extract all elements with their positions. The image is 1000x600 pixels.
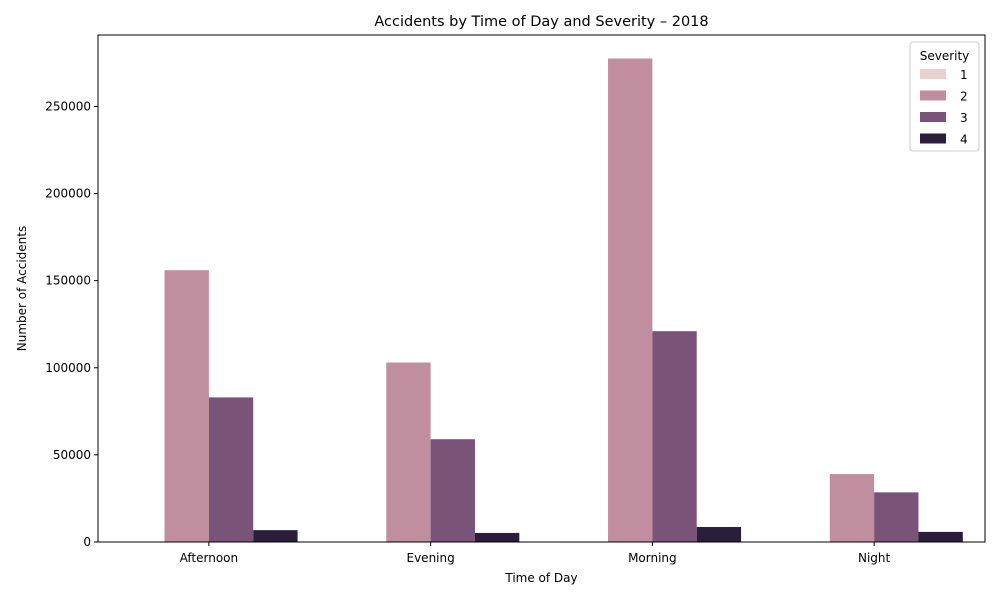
x-tick-label: Morning bbox=[628, 551, 677, 565]
y-tick-label: 50000 bbox=[53, 448, 91, 462]
bar-afternoon-severity-4 bbox=[253, 530, 298, 542]
bar-afternoon-severity-3 bbox=[208, 397, 254, 542]
y-axis-label: Number of Accidents bbox=[15, 226, 29, 352]
legend-swatch-4 bbox=[920, 133, 946, 144]
bar-night-severity-4 bbox=[918, 531, 963, 542]
legend-label-2: 2 bbox=[960, 90, 968, 104]
legend-label-4: 4 bbox=[960, 133, 968, 147]
y-tick-label: 100000 bbox=[45, 361, 91, 375]
legend-label-3: 3 bbox=[960, 111, 968, 125]
y-tick-label: 0 bbox=[83, 535, 91, 549]
plot-frame bbox=[97, 34, 986, 543]
legend-swatch-3 bbox=[920, 112, 946, 122]
x-axis-label: Time of Day bbox=[504, 571, 577, 585]
bar-morning-severity-4 bbox=[696, 527, 742, 542]
chart-title: Accidents by Time of Day and Severity – … bbox=[374, 14, 708, 30]
legend-swatch-2 bbox=[920, 90, 946, 101]
legend-swatch-1 bbox=[920, 69, 946, 79]
x-axis-ticks: Afternoon Evening Morning Night bbox=[180, 542, 891, 565]
y-tick-label: 250000 bbox=[45, 99, 91, 113]
y-tick-label: 150000 bbox=[45, 274, 91, 288]
legend: Severity 1 2 3 4 bbox=[909, 41, 980, 152]
bar-evening-severity-2 bbox=[386, 362, 431, 542]
x-tick-label: Night bbox=[858, 551, 891, 565]
legend-title: Severity bbox=[920, 49, 970, 63]
bar-afternoon-severity-2 bbox=[164, 270, 209, 542]
x-tick-label: Afternoon bbox=[180, 551, 239, 565]
bar-night-severity-2 bbox=[829, 474, 875, 542]
bar-morning-severity-3 bbox=[652, 331, 697, 542]
bar-morning-severity-2 bbox=[608, 58, 653, 542]
bar-night-severity-3 bbox=[874, 492, 919, 542]
x-tick-label: Evening bbox=[407, 551, 455, 565]
bar-evening-severity-3 bbox=[430, 439, 475, 542]
legend-label-1: 1 bbox=[960, 68, 968, 82]
bars-group bbox=[164, 58, 963, 542]
y-axis-ticks: 0 50000 100000 150000 200000 250000 bbox=[45, 99, 98, 549]
y-tick-label: 200000 bbox=[45, 187, 91, 201]
legend-items: 1 2 3 4 bbox=[920, 68, 968, 147]
bar-evening-severity-4 bbox=[474, 532, 520, 542]
